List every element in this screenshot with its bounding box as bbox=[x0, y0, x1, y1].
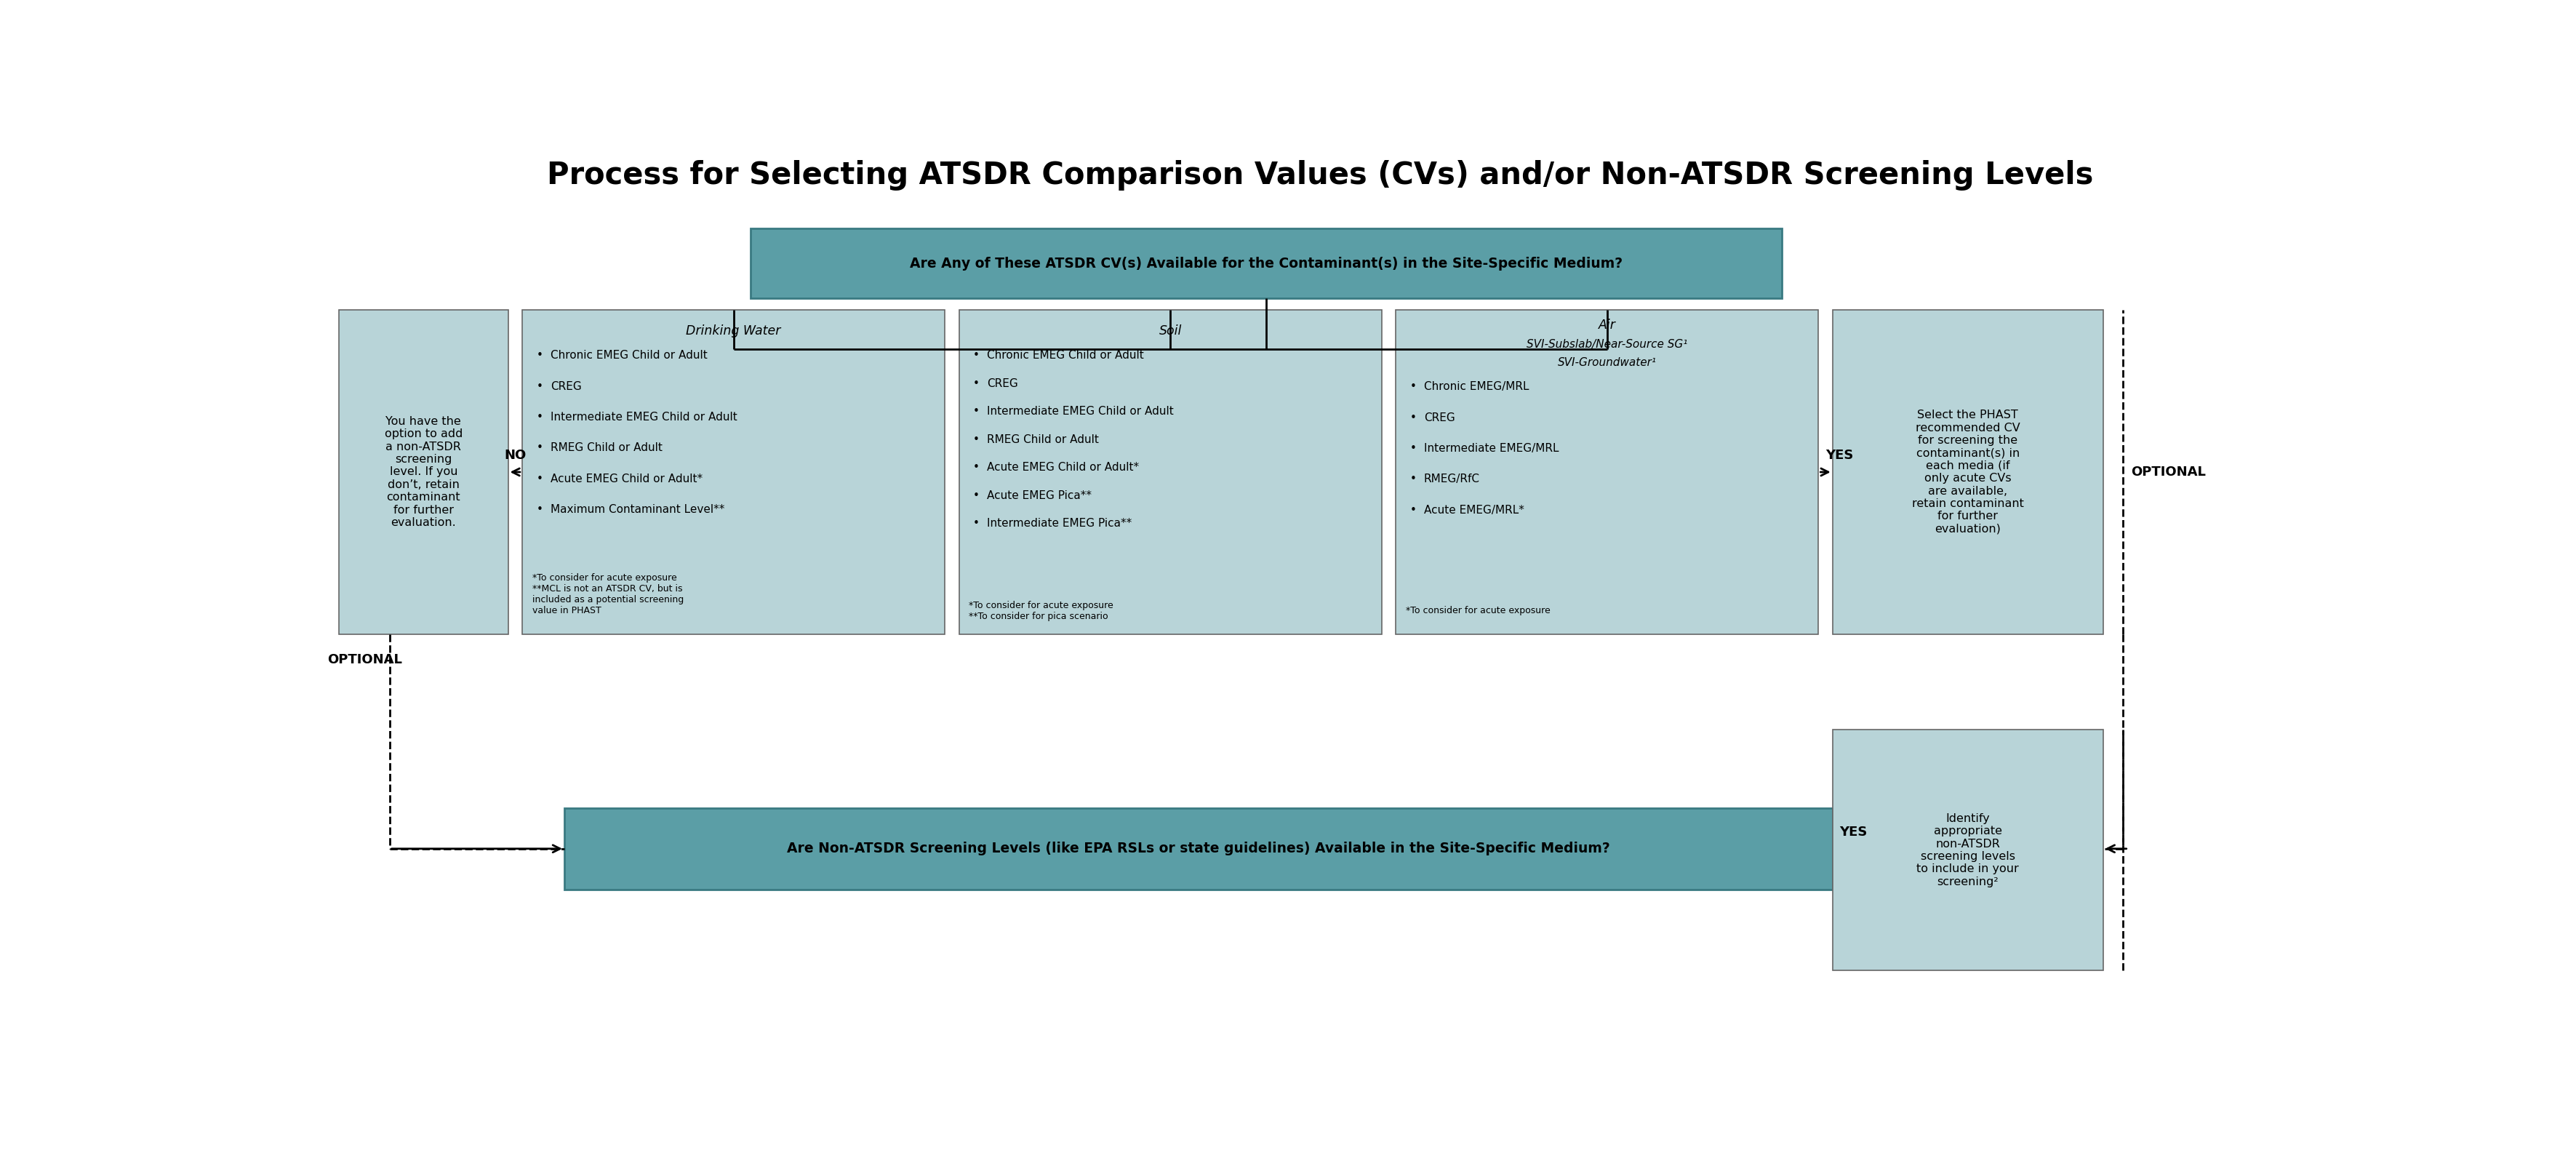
Text: YES: YES bbox=[1826, 449, 1852, 462]
Text: YES: YES bbox=[1839, 826, 1868, 838]
Text: Maximum Contaminant Level**: Maximum Contaminant Level** bbox=[551, 504, 724, 515]
Text: Drinking Water: Drinking Water bbox=[685, 324, 781, 337]
Text: Intermediate EMEG Pica**: Intermediate EMEG Pica** bbox=[987, 518, 1131, 529]
Text: •: • bbox=[1409, 473, 1417, 485]
Text: •: • bbox=[974, 518, 979, 529]
FancyBboxPatch shape bbox=[523, 310, 945, 634]
FancyBboxPatch shape bbox=[1832, 310, 2102, 634]
Text: Are Non-ATSDR Screening Levels (like EPA RSLs or state guidelines) Available in : Are Non-ATSDR Screening Levels (like EPA… bbox=[786, 842, 1610, 856]
Text: Acute EMEG/MRL*: Acute EMEG/MRL* bbox=[1425, 505, 1525, 515]
FancyBboxPatch shape bbox=[1396, 310, 1819, 634]
Text: Are Any of These ATSDR CV(s) Available for the Contaminant(s) in the Site-Specif: Are Any of These ATSDR CV(s) Available f… bbox=[909, 257, 1623, 271]
Text: •: • bbox=[1409, 505, 1417, 515]
Text: RMEG Child or Adult: RMEG Child or Adult bbox=[551, 443, 662, 454]
Text: Intermediate EMEG Child or Adult: Intermediate EMEG Child or Adult bbox=[987, 406, 1175, 417]
Text: Identify
appropriate
non-ATSDR
screening levels
to include in your
screening²: Identify appropriate non-ATSDR screening… bbox=[1917, 813, 2020, 887]
Text: SVI-Subslab/Near-Source SG¹: SVI-Subslab/Near-Source SG¹ bbox=[1528, 339, 1687, 350]
Text: Soil: Soil bbox=[1159, 324, 1182, 337]
Text: •: • bbox=[536, 350, 544, 361]
Text: CREG: CREG bbox=[1425, 413, 1455, 423]
FancyBboxPatch shape bbox=[958, 310, 1381, 634]
Text: Intermediate EMEG Child or Adult: Intermediate EMEG Child or Adult bbox=[551, 412, 737, 422]
Text: CREG: CREG bbox=[987, 378, 1018, 389]
Text: Chronic EMEG Child or Adult: Chronic EMEG Child or Adult bbox=[987, 350, 1144, 361]
Text: *To consider for acute exposure
**MCL is not an ATSDR CV, but is
included as a p: *To consider for acute exposure **MCL is… bbox=[533, 573, 683, 616]
Text: •: • bbox=[974, 350, 979, 361]
Text: Chronic EMEG Child or Adult: Chronic EMEG Child or Adult bbox=[551, 350, 708, 361]
Text: Intermediate EMEG/MRL: Intermediate EMEG/MRL bbox=[1425, 443, 1558, 454]
Text: *To consider for acute exposure: *To consider for acute exposure bbox=[1406, 606, 1551, 616]
Text: OPTIONAL: OPTIONAL bbox=[327, 653, 402, 666]
Text: Air: Air bbox=[1600, 318, 1615, 332]
Text: OPTIONAL: OPTIONAL bbox=[2130, 465, 2205, 478]
Text: •: • bbox=[1409, 413, 1417, 423]
Text: •: • bbox=[1409, 443, 1417, 454]
Text: •: • bbox=[974, 462, 979, 473]
Text: Acute EMEG Pica**: Acute EMEG Pica** bbox=[987, 490, 1092, 501]
Text: CREG: CREG bbox=[551, 381, 582, 392]
Text: SVI-Groundwater¹: SVI-Groundwater¹ bbox=[1558, 358, 1656, 368]
Text: NO: NO bbox=[505, 449, 526, 462]
Text: •: • bbox=[536, 473, 544, 484]
FancyBboxPatch shape bbox=[340, 310, 507, 634]
Text: Select the PHAST
recommended CV
for screening the
contaminant(s) in
each media (: Select the PHAST recommended CV for scre… bbox=[1911, 409, 2025, 534]
FancyBboxPatch shape bbox=[1832, 730, 2102, 970]
Text: •: • bbox=[536, 443, 544, 454]
Text: Acute EMEG Child or Adult*: Acute EMEG Child or Adult* bbox=[551, 473, 703, 484]
FancyBboxPatch shape bbox=[750, 229, 1783, 298]
Text: You have the
option to add
a non-ATSDR
screening
level. If you
don’t, retain
con: You have the option to add a non-ATSDR s… bbox=[384, 416, 464, 528]
Text: RMEG Child or Adult: RMEG Child or Adult bbox=[987, 434, 1100, 445]
Text: Acute EMEG Child or Adult*: Acute EMEG Child or Adult* bbox=[987, 462, 1139, 473]
Text: •: • bbox=[1409, 381, 1417, 393]
Text: •: • bbox=[974, 490, 979, 501]
Text: •: • bbox=[536, 504, 544, 515]
Text: •: • bbox=[974, 406, 979, 417]
Text: *To consider for acute exposure
**To consider for pica scenario: *To consider for acute exposure **To con… bbox=[969, 600, 1113, 621]
Text: •: • bbox=[974, 434, 979, 445]
Text: Chronic EMEG/MRL: Chronic EMEG/MRL bbox=[1425, 381, 1530, 393]
FancyBboxPatch shape bbox=[564, 808, 1832, 890]
Text: •: • bbox=[536, 381, 544, 392]
Text: RMEG/RfC: RMEG/RfC bbox=[1425, 473, 1479, 485]
Text: •: • bbox=[536, 412, 544, 422]
Text: Process for Selecting ATSDR Comparison Values (CVs) and/or Non-ATSDR Screening L: Process for Selecting ATSDR Comparison V… bbox=[546, 160, 2094, 190]
Text: •: • bbox=[974, 378, 979, 389]
